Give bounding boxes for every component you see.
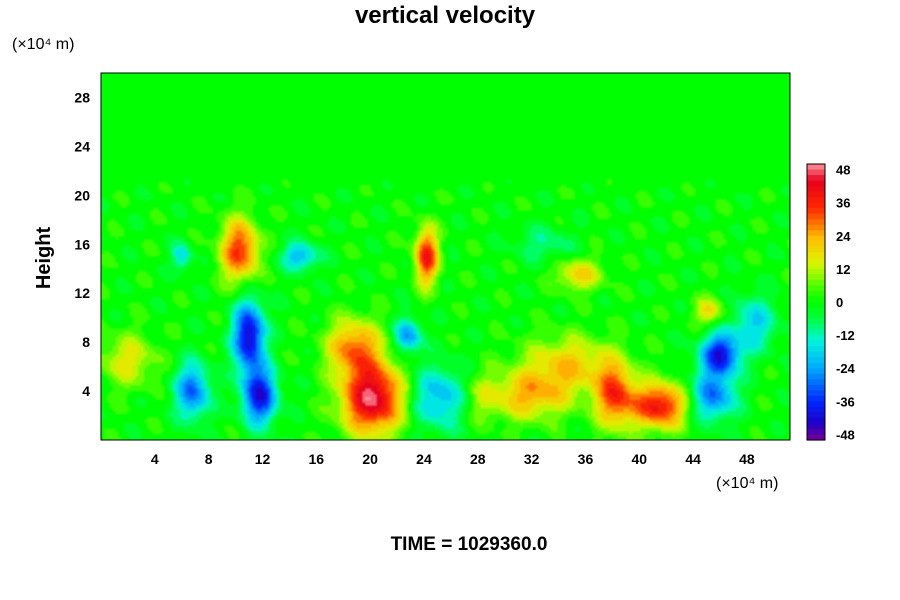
y-axis-label: Height	[33, 227, 55, 290]
colorbar-swatch	[807, 164, 825, 171]
x-tick-label: 20	[362, 451, 378, 467]
colorbar-swatch	[807, 213, 825, 220]
colorbar-swatch	[807, 417, 825, 425]
colorbar-tick-label: 12	[836, 262, 850, 277]
colorbar-swatch	[807, 373, 825, 380]
colorbar-swatch	[807, 357, 825, 364]
x-tick-labels: 4 8 12 16 20 24 28 32 36 40 44 48	[151, 451, 755, 467]
colorbar-tick-label: 0	[836, 295, 843, 310]
colorbar-swatch	[807, 401, 825, 408]
colorbar-swatch	[807, 390, 825, 397]
colorbar-tick-label: -12	[836, 328, 855, 343]
colorbar-swatch	[807, 368, 825, 375]
colorbar-swatch	[807, 412, 825, 419]
colorbar-swatch	[807, 290, 825, 298]
colorbar-swatch	[807, 191, 825, 198]
colorbar-tick-label: 24	[836, 229, 851, 244]
x-tick-label: 28	[470, 451, 486, 467]
colorbar-tick-label: 48	[836, 163, 850, 178]
x-tick-label: 44	[685, 451, 701, 467]
colorbar-swatch	[807, 340, 825, 347]
colorbar-tick-labels: 48 36 24 12 0 -12 -24 -36 -48	[836, 163, 856, 443]
colorbar-swatch	[807, 351, 825, 358]
x-tick-label: 36	[578, 451, 594, 467]
colorbar-frame	[806, 163, 826, 441]
x-tick-label: 16	[309, 451, 325, 467]
colorbar-swatch	[807, 197, 825, 204]
y-tick-label: 20	[74, 187, 90, 203]
colorbar-tick-label: -36	[836, 394, 855, 409]
colorbar-swatch	[807, 329, 825, 336]
colorbar-swatch	[807, 279, 825, 287]
colorbar-swatch	[807, 384, 825, 391]
colorbar-swatch	[807, 241, 825, 248]
x-tick-label: 4	[151, 451, 159, 467]
colorbar-swatch	[807, 235, 825, 242]
colorbar-swatch	[807, 180, 825, 187]
colorbar-swatch	[807, 296, 825, 303]
chart-title: vertical velocity	[355, 2, 536, 29]
time-annotation: TIME = 1029360.0	[391, 534, 548, 555]
y-tick-labels: 4 8 12 16 20 24 28	[74, 89, 90, 399]
y-tick-label: 8	[82, 334, 90, 350]
x-tick-label: 32	[524, 451, 540, 467]
y-tick-label: 4	[82, 383, 90, 399]
colorbar-swatch	[807, 219, 825, 226]
colorbar-swatch	[807, 246, 825, 253]
y-tick-label: 12	[74, 285, 90, 301]
colorbar-swatch	[807, 257, 825, 264]
colorbar-swatch	[807, 208, 825, 215]
colorbar-swatch	[807, 324, 825, 331]
y-tick-label: 16	[74, 236, 90, 252]
plot-frame	[100, 72, 791, 441]
heatmap-area	[101, 73, 790, 440]
colorbar-swatch	[807, 230, 825, 237]
colorbar-swatch	[807, 307, 825, 314]
y-unit-label: (×10⁴ m)	[12, 36, 74, 53]
colorbar-swatch	[807, 224, 825, 231]
colorbar-swatch	[807, 428, 825, 436]
colorbar-tick-label: -48	[836, 427, 855, 442]
colorbar-swatch	[807, 335, 825, 342]
x-tick-label: 12	[255, 451, 271, 467]
colorbar-swatch	[807, 434, 825, 441]
colorbar-tick-label: -24	[836, 361, 856, 376]
colorbar-swatch	[807, 268, 825, 275]
colorbar-swatch	[807, 252, 825, 259]
colorbar-swatch	[807, 362, 825, 369]
colorbar-swatch	[807, 395, 825, 402]
colorbar	[806, 163, 826, 441]
colorbar-swatch	[807, 263, 825, 270]
colorbar-swatch	[807, 175, 825, 182]
colorbar-tick-label: 36	[836, 196, 850, 211]
colorbar-swatch	[807, 423, 825, 430]
y-tick-label: 24	[74, 138, 90, 154]
colorbar-swatch	[807, 406, 825, 413]
colorbar-swatch	[807, 274, 825, 281]
x-unit-label: (×10⁴ m)	[716, 475, 778, 492]
colorbar-swatch	[807, 379, 825, 386]
colorbar-swatch	[807, 302, 825, 309]
x-tick-label: 48	[739, 451, 755, 467]
colorbar-swatch	[807, 186, 825, 193]
colorbar-swatch	[807, 202, 825, 209]
colorbar-swatch	[807, 318, 825, 325]
colorbar-swatch	[807, 169, 825, 176]
colorbar-swatch	[807, 313, 825, 320]
x-tick-label: 8	[205, 451, 213, 467]
heatmap-image	[101, 73, 790, 440]
x-tick-label: 40	[631, 451, 647, 467]
y-tick-label: 28	[74, 89, 90, 105]
colorbar-swatch	[807, 285, 825, 292]
x-tick-label: 24	[416, 451, 432, 467]
colorbar-swatch	[807, 346, 825, 353]
